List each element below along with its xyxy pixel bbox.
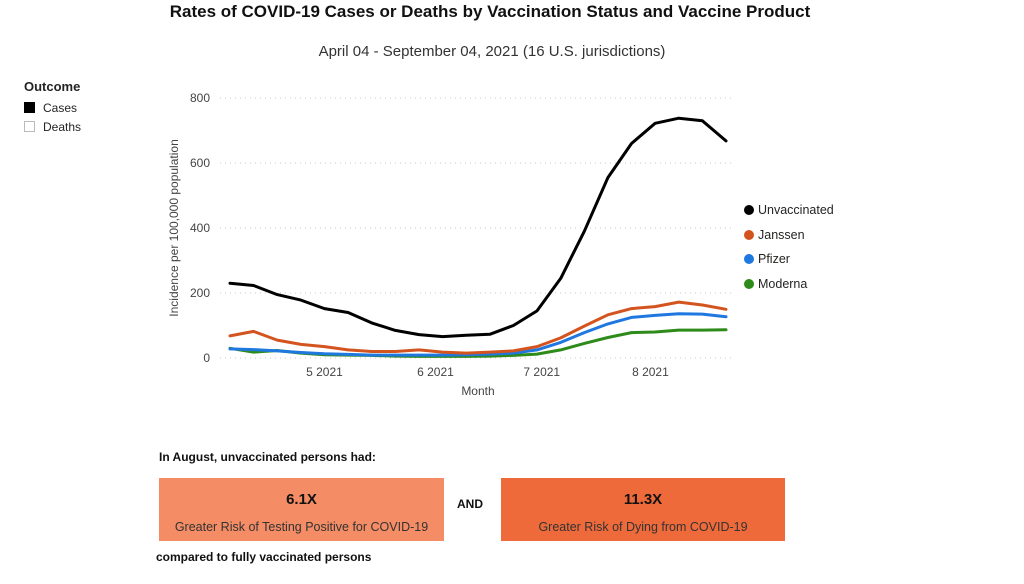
x-tick-label: 8 2021 [632, 365, 669, 379]
risk-card-value: 6.1X [286, 491, 317, 508]
outcome-option-label: Deaths [43, 119, 82, 134]
chart-legend: Unvaccinated Janssen Pfizer Moderna [744, 198, 834, 296]
legend-dot-icon [744, 229, 754, 240]
y-tick-label: 200 [190, 286, 210, 300]
outcome-option-cases[interactable]: Cases [24, 98, 81, 117]
risk-card-label: Greater Risk of Testing Positive for COV… [174, 520, 429, 534]
legend-label: Janssen [758, 227, 805, 242]
outcome-title: Outcome [24, 79, 81, 94]
outcome-option-deaths[interactable]: Deaths [24, 117, 81, 136]
y-tick-label: 400 [190, 221, 210, 235]
legend-item-moderna[interactable]: Moderna [744, 272, 834, 297]
x-tick-label: 7 2021 [523, 365, 560, 379]
series-line-pfizer [228, 312, 728, 357]
summary-footer-text: compared to fully vaccinated persons [156, 550, 372, 564]
legend-label: Pfizer [758, 252, 790, 267]
legend-label: Unvaccinated [758, 203, 834, 218]
legend-label: Moderna [758, 276, 808, 291]
y-axis-label: Incidence per 100,000 population [167, 139, 181, 316]
checkbox-checked-icon[interactable] [24, 102, 35, 113]
chart-subtitle: April 04 - September 04, 2021 (16 U.S. j… [318, 43, 666, 60]
legend-dot-icon [744, 254, 754, 265]
y-tick-label: 0 [203, 351, 210, 365]
connector-text: AND [457, 497, 483, 511]
checkbox-unchecked-icon[interactable] [24, 121, 35, 132]
risk-card-deaths: 11.3X Greater Risk of Dying from COVID-1… [501, 478, 785, 541]
legend-item-pfizer[interactable]: Pfizer [744, 247, 834, 272]
line-chart: 0 200 400 600 800 5 2021 6 2021 7 2021 8 2021 Mon… [167, 91, 735, 398]
series-line-janssen [228, 300, 728, 355]
legend-item-janssen[interactable]: Janssen [744, 223, 834, 248]
legend-dot-icon [744, 205, 754, 216]
x-tick-label: 6 2021 [417, 365, 454, 379]
risk-card-label: Greater Risk of Dying from COVID-19 [538, 520, 748, 534]
chart-title: Rates of COVID-19 Cases or Deaths by Vac… [169, 2, 811, 21]
summary-lead-text: In August, unvaccinated persons had: [159, 450, 376, 464]
risk-card-cases: 6.1X Greater Risk of Testing Positive fo… [159, 478, 444, 541]
outcome-option-label: Cases [43, 100, 78, 115]
y-tick-label: 600 [190, 156, 210, 170]
series-line-unvaccinated [228, 116, 728, 339]
risk-card-value: 11.3X [623, 491, 663, 508]
x-axis-label: Month [461, 384, 494, 398]
legend-dot-icon [744, 278, 754, 289]
x-tick-label: 5 2021 [306, 365, 343, 379]
y-tick-label: 800 [190, 91, 210, 105]
outcome-slicer: Outcome Cases Deaths [24, 79, 81, 136]
legend-item-unvaccinated[interactable]: Unvaccinated [744, 198, 834, 223]
